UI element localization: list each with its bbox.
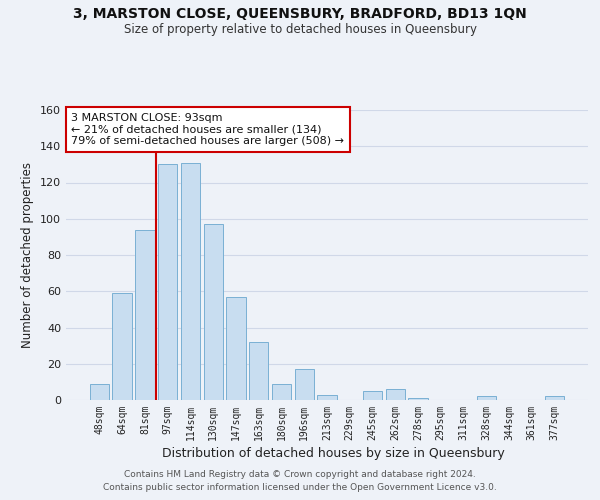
Bar	[386, 389, 405, 400]
Bar	[158, 164, 178, 400]
Text: 3 MARSTON CLOSE: 93sqm
← 21% of detached houses are smaller (134)
79% of semi-de: 3 MARSTON CLOSE: 93sqm ← 21% of detached…	[71, 113, 344, 146]
Bar	[272, 384, 291, 400]
Bar	[203, 224, 223, 400]
Text: Size of property relative to detached houses in Queensbury: Size of property relative to detached ho…	[124, 22, 476, 36]
Bar	[363, 391, 382, 400]
Bar	[476, 396, 496, 400]
Y-axis label: Number of detached properties: Number of detached properties	[22, 162, 34, 348]
Bar	[112, 293, 132, 400]
Bar	[249, 342, 268, 400]
Bar	[317, 394, 337, 400]
Bar	[226, 296, 245, 400]
Bar	[135, 230, 155, 400]
Text: 3, MARSTON CLOSE, QUEENSBURY, BRADFORD, BD13 1QN: 3, MARSTON CLOSE, QUEENSBURY, BRADFORD, …	[73, 8, 527, 22]
Bar	[181, 162, 200, 400]
Bar	[295, 369, 314, 400]
Bar	[409, 398, 428, 400]
Text: Distribution of detached houses by size in Queensbury: Distribution of detached houses by size …	[161, 448, 505, 460]
Bar	[545, 396, 564, 400]
Text: Contains HM Land Registry data © Crown copyright and database right 2024.
Contai: Contains HM Land Registry data © Crown c…	[103, 470, 497, 492]
Bar	[90, 384, 109, 400]
